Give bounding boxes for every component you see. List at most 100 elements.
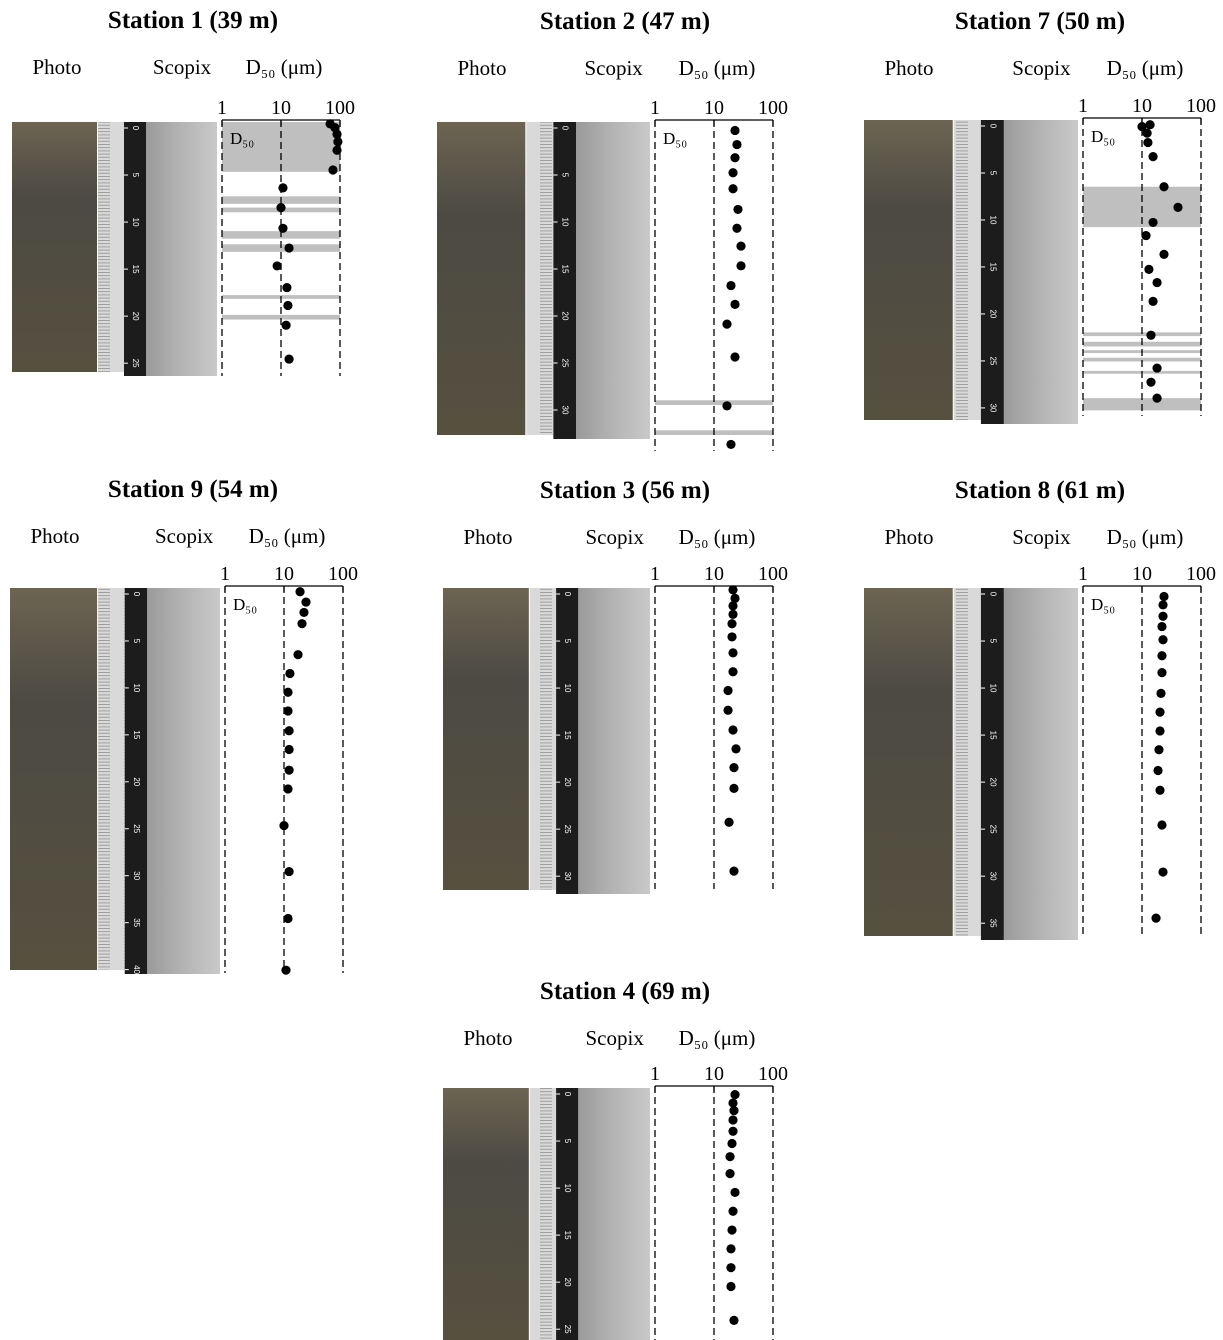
d50-point [1155,785,1165,795]
x-tick-label: 100 [1186,563,1216,585]
photo-label: Photo [884,56,933,80]
core-photo [437,122,526,435]
d50-point [1141,230,1151,241]
x-axis-label: D₅₀ (μm) [679,525,756,549]
d50-point [1158,600,1168,610]
ruler-label: 15 [988,731,997,740]
d50-point [728,1115,738,1125]
d50-point [281,965,291,975]
d50-point [1151,913,1161,923]
d50-point [272,261,282,271]
ruler-label: 25 [131,359,140,368]
d50-point [728,585,738,595]
d50-point [729,1315,739,1325]
ruler-label: 15 [988,262,997,271]
ruler-label: 35 [988,919,997,928]
d50-point [297,619,307,629]
ruler-label: 10 [563,684,572,693]
d50-point [284,726,294,736]
scopix-label: Scopix [584,56,643,80]
ruler-strip [980,588,1004,940]
scopix-image [1003,120,1078,424]
d50-point [1159,249,1169,259]
d50-point [284,765,294,775]
d50-point [1158,867,1168,877]
ruler-label: 10 [563,1184,572,1193]
photo-label: Photo [30,524,79,548]
ruler [526,122,554,435]
d50-point [729,763,739,773]
d50-point [726,280,736,291]
d50-point [278,223,288,233]
ruler [529,1088,557,1340]
d50-point [1148,296,1158,306]
d50-point [728,667,738,677]
panel: Station 4 (69 m) 0 5 10 15 20 25 Photo Scopix D₅₀… [443,978,788,1340]
band-label: D₅₀ [663,129,687,148]
d50-point [1152,277,1162,288]
d50-point [1155,726,1165,736]
d50-point [293,650,303,660]
d50-point [328,165,338,175]
photo-label: Photo [32,55,81,79]
scopix-label: Scopix [585,1026,644,1050]
panel-title: Station 9 (54 m) [108,476,278,503]
scopix-image [146,122,217,376]
x-tick-label: 1 [1078,563,1088,585]
d50-point [728,609,738,619]
scopix-image [578,588,650,894]
ruler-label: 5 [563,1139,572,1144]
ruler-label: 30 [988,403,997,412]
panel: Station 2 (47 m) 0 5 10 15 20 25 30 Photo Scopix D… [437,8,788,451]
d50-point [726,1244,736,1254]
d50-point [1158,635,1168,645]
d50-point [730,299,740,309]
x-tick-label: 10 [1132,563,1152,585]
d50-point [1157,621,1167,632]
d50-point [1142,128,1152,138]
gray-band [1083,357,1201,362]
d50-point [1173,202,1183,212]
x-axis-label: D₅₀ (μm) [249,524,326,548]
d50-point [1157,651,1167,661]
ruler [953,120,981,420]
d50-point [282,282,292,293]
d50-point [283,784,293,794]
core-photo [864,120,953,420]
d50-point [1148,152,1158,162]
ruler-label: 5 [132,639,141,644]
photo-label: Photo [457,56,506,80]
d50-point [1152,393,1162,403]
d50-point [728,648,738,658]
d50-point [723,685,733,696]
d50-point [729,783,739,793]
ruler-label: 15 [131,265,140,274]
d50-point [278,183,288,193]
gray-band [222,244,340,252]
ruler-label: 40 [132,965,141,974]
d50-point [276,203,286,213]
d50-point [1156,688,1166,698]
d50-point [727,632,737,642]
ruler-strip [124,588,148,974]
scopix-image [1003,588,1078,940]
ruler-label: 15 [132,730,141,739]
d50-point [284,744,294,755]
ruler-label: 0 [988,592,997,597]
ruler-label: 10 [132,683,141,692]
ruler-label: 25 [132,824,141,833]
band-label: D₅₀ [1091,595,1115,614]
x-tick-label: 10 [274,563,294,585]
ruler-label: 5 [988,171,997,176]
ruler-strip [980,120,1004,424]
d50-point [299,607,309,618]
x-tick-label: 100 [758,97,788,119]
panel-title: Station 2 (47 m) [540,8,710,35]
d50-point [1157,668,1167,678]
d50-point [730,1187,740,1198]
x-tick-label: 100 [325,97,355,119]
d50-point [333,137,343,147]
ruler-label: 20 [563,1278,572,1287]
core-photo [443,1088,529,1340]
